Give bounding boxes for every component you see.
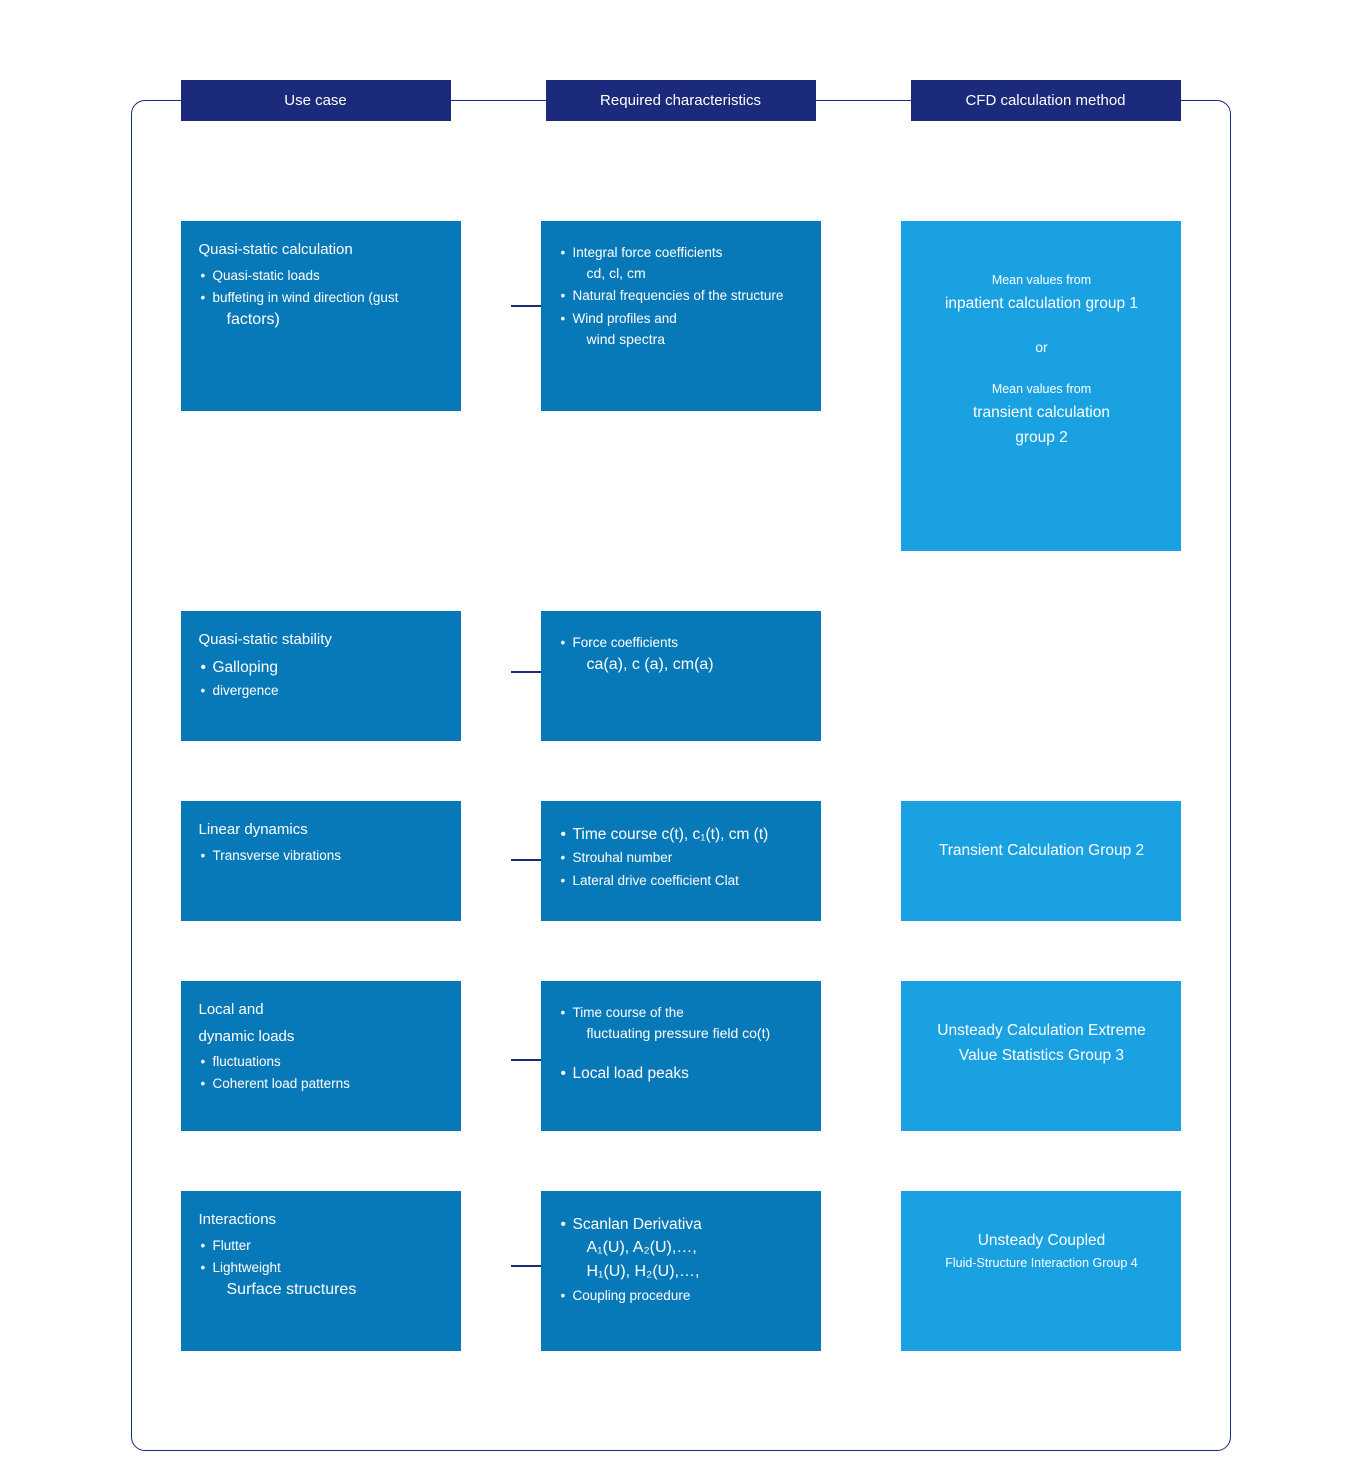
characteristics-box: Force coefficientsca(a), c (a), cm(a) (541, 611, 821, 741)
diagram-rows: Quasi-static calculation Quasi-static loa… (131, 221, 1231, 1411)
cfd-method-box: Unsteady Calculation ExtremeValue Statis… (901, 981, 1181, 1131)
list-item: Quasi-static loads (199, 266, 445, 286)
cfd-method-box: Mean values from inpatient calculation gr… (901, 221, 1181, 551)
column-headers: Use case Required characteristics CFD ca… (131, 80, 1231, 121)
use-case-box: Local and dynamic loads fluctuationsCohere… (181, 981, 461, 1131)
box-title: Quasi-static calculation (199, 239, 445, 262)
method-text: inpatient calculation group 1 (919, 292, 1165, 315)
box-title: Linear dynamics (199, 819, 445, 842)
list-item: Coupling procedure (559, 1286, 805, 1306)
list-item: Lateral drive coefficient Clat (559, 871, 805, 891)
method-text: Unsteady Coupled (919, 1229, 1165, 1252)
characteristics-box: Integral force coefficientscd, cl, cmNat… (541, 221, 821, 411)
cfd-method-box: Transient Calculation Group 2 (901, 801, 1181, 921)
list-item: Local load peaks (559, 1062, 805, 1085)
list-item: Wind profiles andwind spectra (559, 309, 805, 350)
list-item: Galloping (199, 656, 445, 679)
method-text: Fluid-Structure Interaction Group 4 (919, 1254, 1165, 1273)
use-case-box: Interactions FlutterLightweightSurface st… (181, 1191, 461, 1351)
method-text: or (919, 337, 1165, 358)
box-title: Interactions (199, 1209, 445, 1232)
list-item: fluctuations (199, 1052, 445, 1072)
list-item: Flutter (199, 1236, 445, 1256)
use-case-box: Linear dynamics Transverse vibrations (181, 801, 461, 921)
diagram-row: Local and dynamic loads fluctuationsCohere… (181, 981, 1181, 1131)
list-item: buffeting in wind direction (gustfactors… (199, 288, 445, 332)
header-cfd-method: CFD calculation method (911, 80, 1181, 121)
use-case-box: Quasi-static stability Gallopingdivergenc… (181, 611, 461, 741)
box-title: dynamic loads (199, 1026, 445, 1049)
diagram-root: Use case Required characteristics CFD ca… (131, 80, 1231, 1411)
method-text: Transient Calculation Group 2 (919, 839, 1165, 862)
diagram-row: Quasi-static stability Gallopingdivergenc… (181, 611, 1181, 741)
use-case-box: Quasi-static calculation Quasi-static loa… (181, 221, 461, 411)
method-text: Mean values from (919, 271, 1165, 290)
list-item: Time course c(t), c₁(t), cm (t) (559, 823, 805, 846)
method-text: Mean values from (919, 380, 1165, 399)
characteristics-box: Time course c(t), c₁(t), cm (t)Strouhal … (541, 801, 821, 921)
diagram-row: Linear dynamics Transverse vibrations Time… (181, 801, 1181, 921)
header-required: Required characteristics (546, 80, 816, 121)
list-item: divergence (199, 681, 445, 701)
diagram-row: Quasi-static calculation Quasi-static loa… (181, 221, 1181, 551)
list-item: Strouhal number (559, 848, 805, 868)
list-item: Transverse vibrations (199, 846, 445, 866)
method-text: Value Statistics Group 3 (919, 1044, 1165, 1067)
box-title: Local and (199, 999, 445, 1022)
diagram-row: Interactions FlutterLightweightSurface st… (181, 1191, 1181, 1351)
list-item: LightweightSurface structures (199, 1258, 445, 1302)
characteristics-box: Time course of thefluctuating pressure f… (541, 981, 821, 1131)
method-text: Unsteady Calculation Extreme (919, 1019, 1165, 1042)
list-item: Force coefficientsca(a), c (a), cm(a) (559, 633, 805, 677)
method-text: group 2 (919, 426, 1165, 449)
cfd-method-box: Unsteady Coupled Fluid-Structure Interact… (901, 1191, 1181, 1351)
characteristics-box: Scanlan DerivativaA₁(U), A₂(U),…,H₁(U), … (541, 1191, 821, 1351)
list-item: Coherent load patterns (199, 1074, 445, 1094)
list-item: Integral force coefficientscd, cl, cm (559, 243, 805, 284)
header-use-case: Use case (181, 80, 451, 121)
box-title: Quasi-static stability (199, 629, 445, 652)
method-text: transient calculation (919, 401, 1165, 424)
list-item: Natural frequencies of the structure (559, 286, 805, 306)
list-item: Scanlan DerivativaA₁(U), A₂(U),…,H₁(U), … (559, 1213, 805, 1284)
list-item: Time course of thefluctuating pressure f… (559, 1003, 805, 1044)
